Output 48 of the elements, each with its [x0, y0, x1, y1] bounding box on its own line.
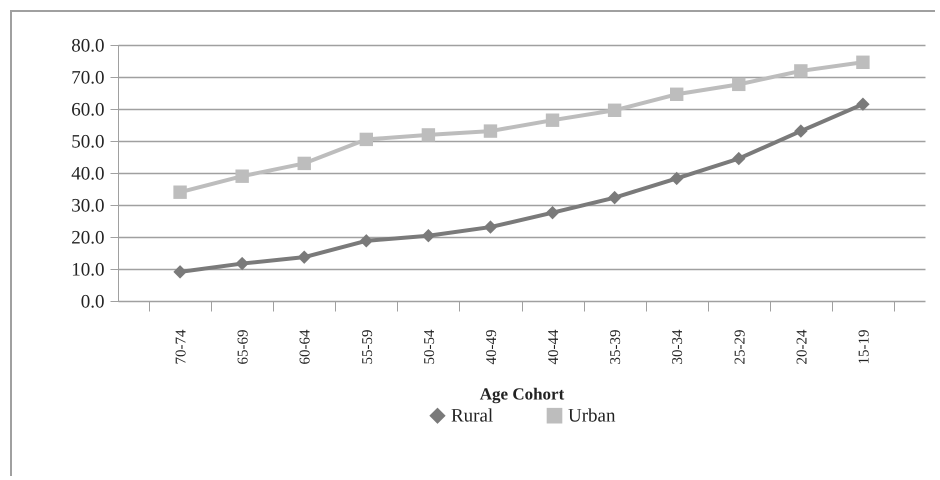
x-tick-label: 40-44	[546, 329, 562, 364]
point	[546, 113, 560, 127]
x-tick-label: 15-19	[856, 330, 872, 364]
point	[298, 250, 311, 264]
x-tick-label: 25-29	[732, 330, 748, 364]
y-tick-label: 40.0	[71, 164, 104, 184]
y-tick-label: 50.0	[71, 132, 104, 152]
point	[422, 229, 436, 242]
point	[670, 88, 684, 101]
x-tick-label: 70-74	[174, 329, 190, 364]
point	[235, 169, 249, 183]
y-tick-label: 80.0	[71, 36, 104, 56]
point	[484, 124, 498, 138]
point	[298, 156, 311, 170]
point	[856, 97, 870, 111]
point	[794, 64, 808, 78]
point	[546, 206, 560, 220]
y-tick-label: 30.0	[71, 196, 104, 216]
point	[732, 152, 746, 166]
x-tick-label: 35-39	[608, 330, 624, 364]
x-axis-title: Age Cohort	[480, 384, 565, 404]
x-tick-label: 65-69	[236, 330, 252, 364]
point	[856, 56, 870, 69]
y-tick-label: 10.0	[71, 260, 104, 280]
legend-label: Rural	[451, 406, 494, 427]
y-tick-label: 0.0	[80, 292, 104, 312]
point	[173, 265, 187, 279]
point	[360, 234, 374, 248]
point	[608, 190, 622, 204]
x-tick-label: 20-24	[794, 329, 810, 364]
point	[360, 132, 374, 146]
point	[732, 78, 746, 92]
point	[235, 256, 249, 270]
point	[422, 128, 436, 142]
point	[173, 185, 187, 199]
point	[670, 172, 684, 186]
x-tick-label: 60-64	[298, 329, 314, 364]
x-tick-label: 30-34	[670, 329, 686, 364]
point	[484, 220, 498, 234]
x-tick-label: 55-59	[360, 330, 376, 364]
x-tick-label: 50-54	[422, 329, 438, 364]
point	[794, 124, 808, 138]
legend-label: Urban	[568, 406, 616, 427]
y-tick-label: 20.0	[71, 228, 104, 248]
point	[608, 104, 622, 117]
y-tick-label: 70.0	[71, 68, 104, 88]
x-tick-label: 40-49	[484, 330, 500, 364]
y-tick-label: 60.0	[71, 100, 104, 120]
